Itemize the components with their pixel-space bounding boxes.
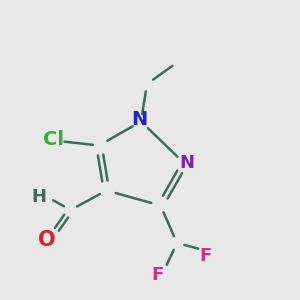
Text: H: H — [31, 188, 46, 206]
Text: N: N — [131, 110, 148, 129]
Text: N: N — [179, 154, 194, 172]
Text: F: F — [200, 247, 211, 265]
Text: O: O — [38, 230, 55, 250]
Text: F: F — [152, 266, 164, 284]
Text: Cl: Cl — [43, 130, 64, 149]
